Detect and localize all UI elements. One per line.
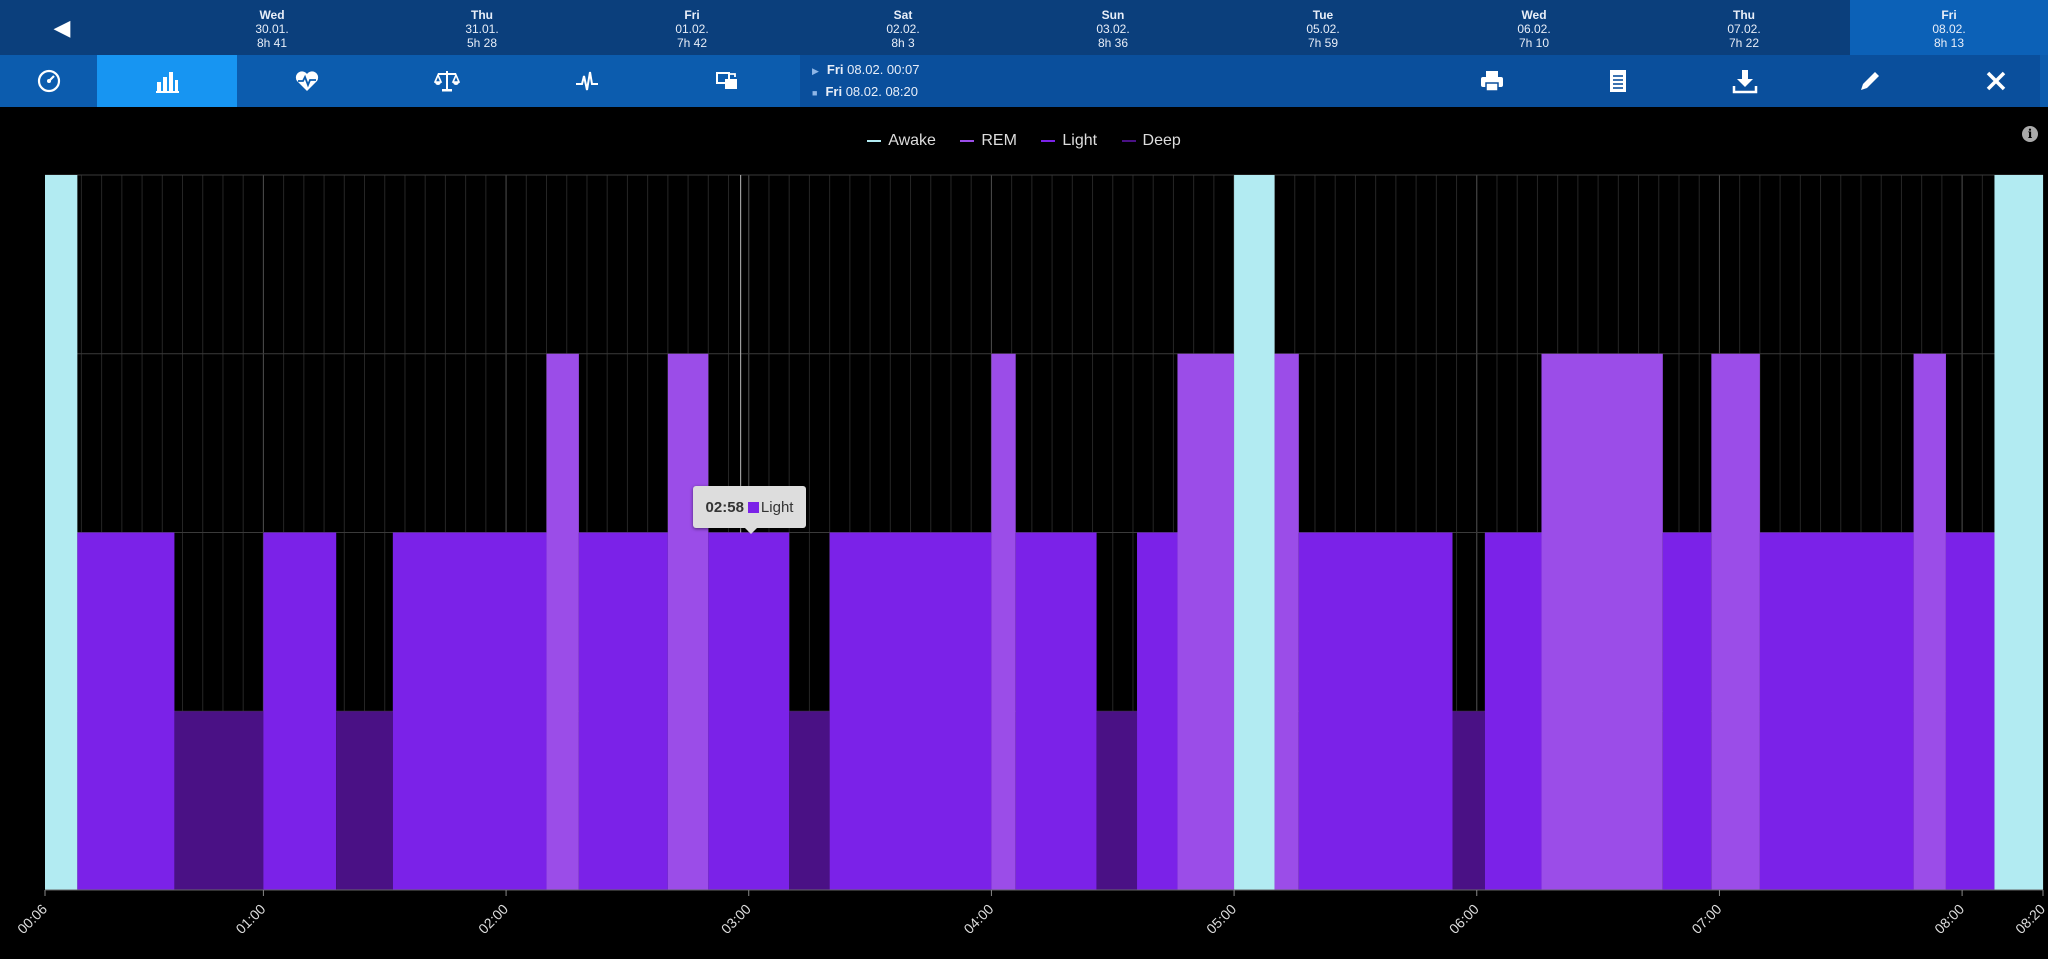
tab-sleep-chart[interactable] <box>97 55 237 107</box>
x-tick-label: 00:06 <box>14 901 50 937</box>
sleep-segment-deep[interactable] <box>1096 711 1138 890</box>
chart-legend: Awake REM Light Deep <box>0 132 2048 150</box>
day-item[interactable]: Sat 02.02. 8h 3 <box>886 8 920 50</box>
sleep-segment-light[interactable] <box>1662 532 1712 891</box>
day-item[interactable]: Fri 01.02. 7h 42 <box>675 8 709 50</box>
transfer-icon <box>716 72 737 89</box>
x-tick-label: 05:00 <box>1203 901 1239 937</box>
sleep-segment-light[interactable] <box>392 532 547 891</box>
sleep-segment-light[interactable] <box>578 532 668 891</box>
sleep-segment-light[interactable] <box>1945 532 1995 891</box>
sleep-segment-rem[interactable] <box>1711 353 1760 890</box>
legend-deep[interactable]: Deep <box>1121 132 1181 150</box>
day-navigation: ◀ Wed 30.01. 8h 41 Thu 31.01. 5h 28 Fri 01.02… <box>0 0 2048 55</box>
sleep-segment-rem[interactable] <box>991 353 1016 890</box>
sleep-segment-awake[interactable] <box>1234 175 1275 890</box>
dashboard-icon <box>37 69 60 93</box>
sleep-segment-rem[interactable] <box>667 353 709 890</box>
tab-dashboard[interactable] <box>0 55 97 107</box>
legend-awake[interactable]: Awake <box>867 132 936 150</box>
sleep-segment-rem[interactable] <box>1274 353 1299 890</box>
legend-swatch <box>867 139 882 142</box>
download-button[interactable] <box>1715 55 1775 107</box>
close-icon <box>1986 71 2006 91</box>
x-tick-label: 01:00 <box>232 901 268 937</box>
sleep-segment-rem[interactable] <box>1177 353 1235 890</box>
sleep-segment-deep[interactable] <box>174 711 264 890</box>
tab-sync[interactable] <box>657 55 797 107</box>
close-button[interactable] <box>1966 55 2026 107</box>
info-icon[interactable]: i <box>2022 126 2038 142</box>
tab-heart-rate[interactable] <box>237 55 377 107</box>
pulse-icon <box>576 71 598 91</box>
legend-light[interactable]: Light <box>1041 132 1097 150</box>
sleep-segment-deep[interactable] <box>336 711 393 890</box>
heart-rate-icon <box>295 71 319 91</box>
day-item[interactable]: Sun 03.02. 8h 36 <box>1096 8 1130 50</box>
sleep-segment-light[interactable] <box>263 532 337 891</box>
x-tick-label: 08:00 <box>1931 901 1967 937</box>
sleep-segment-awake[interactable] <box>1994 175 2043 890</box>
x-tick-label: 03:00 <box>718 901 754 937</box>
day-item[interactable]: Thu 07.02. 7h 22 <box>1727 8 1761 50</box>
tab-activity[interactable] <box>517 55 657 107</box>
sleep-segment-light[interactable] <box>1759 532 1914 891</box>
scale-icon <box>434 71 460 92</box>
sleep-segment-light[interactable] <box>77 532 175 891</box>
sleep-segment-awake[interactable] <box>45 175 78 890</box>
chart-tooltip: 02:58 Light <box>693 486 806 534</box>
sleep-segment-deep[interactable] <box>1452 711 1485 890</box>
sleep-segment-rem[interactable] <box>1913 353 1946 890</box>
toolbar: ▶ Fri 08.02. 00:07 ■ Fri 08.02. 08:20 <box>0 55 2048 107</box>
day-item[interactable]: Thu 31.01. 5h 28 <box>465 8 499 50</box>
edit-icon <box>1861 72 1879 90</box>
sleep-segment-light[interactable] <box>708 532 790 891</box>
chevron-left-icon: ◀ <box>53 14 71 40</box>
bar-chart-icon <box>156 72 179 93</box>
tooltip-swatch <box>747 501 759 513</box>
sleep-segment-light[interactable] <box>1298 532 1453 891</box>
sleep-segment-rem[interactable] <box>546 353 579 890</box>
sleep-segment-light[interactable] <box>1484 532 1542 891</box>
legend-swatch <box>1121 139 1136 142</box>
day-item[interactable]: Wed 30.01. 8h 41 <box>255 8 289 50</box>
range-start: ▶ Fri 08.02. 00:07 <box>812 62 920 77</box>
legend-swatch <box>960 139 975 142</box>
previous-days-button[interactable]: ◀ <box>0 0 124 55</box>
legend-swatch <box>1041 139 1056 142</box>
print-icon <box>1481 71 1503 92</box>
stop-icon: ■ <box>812 88 818 98</box>
sleep-segment-rem[interactable] <box>1541 353 1663 890</box>
x-tick-label: 07:00 <box>1688 901 1724 937</box>
x-tick-label: 04:00 <box>960 901 996 937</box>
day-item[interactable]: Tue 05.02. 7h 59 <box>1306 8 1340 50</box>
document-icon <box>1610 70 1626 92</box>
x-tick-label: 06:00 <box>1446 901 1482 937</box>
sleep-segment-light[interactable] <box>829 532 992 891</box>
tab-weight[interactable] <box>377 55 517 107</box>
print-button[interactable] <box>1462 55 1522 107</box>
x-tick-label: 02:00 <box>475 901 511 937</box>
day-item-active[interactable]: Fri 08.02. 8h 13 <box>1850 0 2048 55</box>
report-button[interactable] <box>1588 55 1648 107</box>
day-item[interactable]: Wed 06.02. 7h 10 <box>1517 8 1551 50</box>
range-end: ■ Fri 08.02. 08:20 <box>812 84 918 99</box>
download-icon <box>1732 70 1758 94</box>
legend-rem[interactable]: REM <box>960 132 1017 150</box>
edit-button[interactable] <box>1840 55 1900 107</box>
x-tick-label: 08:20 <box>2012 901 2048 937</box>
sleep-segment-deep[interactable] <box>789 711 830 890</box>
play-icon: ▶ <box>812 66 819 76</box>
sleep-segment-light[interactable] <box>1137 532 1178 891</box>
sleep-segment-light[interactable] <box>1015 532 1097 891</box>
time-range-panel: ▶ Fri 08.02. 00:07 ■ Fri 08.02. 08:20 <box>800 55 2040 107</box>
